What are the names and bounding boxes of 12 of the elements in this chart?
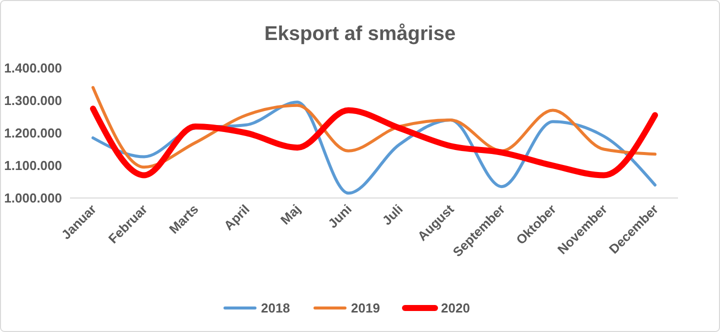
y-tick-label: 1.100.000 <box>4 158 62 174</box>
y-tick-label: 1.200.000 <box>4 126 62 141</box>
legend-label: 2018 <box>261 300 290 316</box>
y-tick-label: 1.300.000 <box>4 93 62 108</box>
x-tick-label: Maj <box>278 202 304 228</box>
legend-label: 2020 <box>441 300 470 316</box>
y-tick-label: 1.000.000 <box>4 190 62 206</box>
y-tick-label: 1.400.000 <box>4 60 62 76</box>
chart-title: Eksport af smågrise <box>264 23 456 45</box>
legend-label: 2019 <box>351 300 380 316</box>
line-series <box>91 86 657 169</box>
x-tick-label: Juli <box>379 202 406 228</box>
